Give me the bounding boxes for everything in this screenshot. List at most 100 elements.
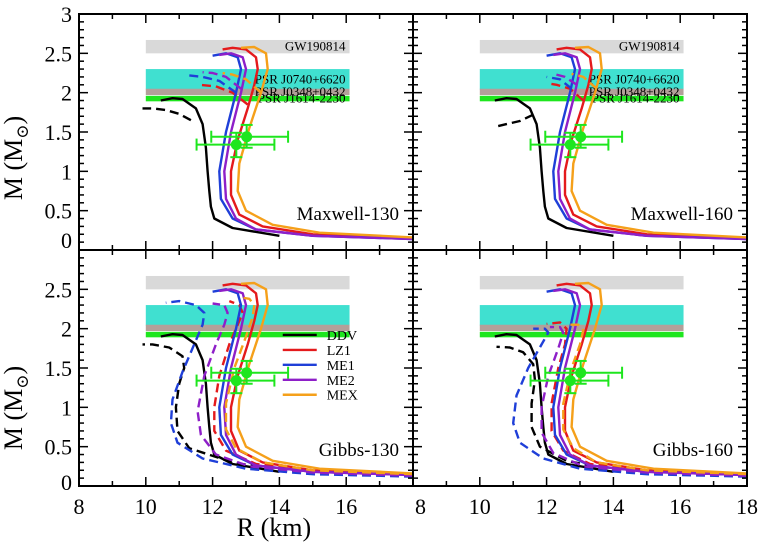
y-axis-label-close: ) <box>0 116 28 125</box>
x-tick-label-left: 10 <box>135 494 157 519</box>
x-tick-label-left: 12 <box>202 494 224 519</box>
panel-gibbs-130 <box>142 275 413 478</box>
y-axis-label-sub: ⊙ <box>13 125 32 139</box>
curve-ddv-dashed <box>142 107 192 122</box>
x-tick-label-left: 8 <box>74 494 85 519</box>
curve-ddv-solid <box>494 333 614 473</box>
band-label-psr-j0740-6620: PSR J0740+6620 <box>255 71 346 86</box>
band-psr-j0740-6620 <box>479 69 684 90</box>
nicer-point-0 <box>230 139 242 151</box>
curve-mex-dashed <box>562 323 747 476</box>
legend-label-mex: MEX <box>327 389 358 404</box>
curve-mex-solid <box>570 45 747 239</box>
nicer-point-0 <box>564 139 576 151</box>
band-psr-j0348-0432 <box>145 324 350 332</box>
band-psr-j0740-6620 <box>145 305 350 326</box>
panel-label-maxwell-160: Maxwell-160 <box>631 204 733 225</box>
y-tick-label-bottom: 2.5 <box>45 277 73 302</box>
nicer-point-0 <box>564 375 576 387</box>
band-psr-j0740-6620 <box>479 305 684 326</box>
y-tick-label-top: 0 <box>61 228 72 253</box>
band-psr-j0348-0432 <box>145 88 350 96</box>
curve-me2-solid <box>219 288 413 477</box>
chart-frame <box>78 13 748 487</box>
curve-lz1-dashed <box>199 83 249 106</box>
band-psr-j0348-0432 <box>479 88 684 96</box>
x-tick-label-right: 16 <box>669 494 691 519</box>
curve-me2-dashed <box>540 325 747 477</box>
y-tick-label-bottom: 0.5 <box>45 435 73 460</box>
legend-label-me1: ME1 <box>327 359 355 374</box>
legend-label-ddv: DDV <box>327 329 357 344</box>
y-tick-label-top: 2.5 <box>45 41 73 66</box>
y-tick-label-bottom: 1 <box>61 395 72 420</box>
nicer-point-1 <box>575 131 587 143</box>
panel-label-maxwell-130: Maxwell-130 <box>297 204 399 225</box>
curve-mex-dashed <box>224 296 413 476</box>
curve-mex-solid <box>570 281 747 475</box>
panel-gibbs-160 <box>479 275 747 478</box>
nicer-point-1 <box>241 131 253 143</box>
curve-ddv-dashed <box>496 345 747 477</box>
curve-mex-solid <box>236 281 413 475</box>
legend-label-me2: ME2 <box>327 374 355 389</box>
curve-me1-dashed <box>546 75 573 90</box>
curve-lz1-dashed <box>546 82 585 102</box>
y-axis-label-bottom-sub: ⊙ <box>13 375 32 389</box>
curve-mex-solid <box>236 45 413 239</box>
band-psr-j0348-0432 <box>479 324 684 332</box>
curve-me1-dashed <box>189 74 237 94</box>
x-tick-label-right: 12 <box>536 494 558 519</box>
y-tick-label-top: 1.5 <box>45 120 73 145</box>
band-label-psr-j0348-0432: PSR J0348+0432 <box>589 84 680 99</box>
curve-me1-dashed <box>512 327 747 478</box>
curve-me2-dashed <box>552 72 578 86</box>
curve-ddv-dashed <box>496 113 534 128</box>
curve-me2-solid <box>553 288 747 477</box>
curve-me2-solid <box>553 52 747 241</box>
curve-mex-dashed <box>571 72 598 90</box>
band-label-psr-j0348-0432: PSR J0348+0432 <box>255 84 346 99</box>
y-tick-label-top: 3 <box>61 2 72 27</box>
x-tick-label-right: 14 <box>602 494 624 519</box>
y-tick-label-bottom: 2 <box>61 317 72 342</box>
legend-label-lz1: LZ1 <box>327 344 351 359</box>
band-psr-j1614-2230 <box>145 95 350 102</box>
x-tick-label-right: 8 <box>415 494 426 519</box>
curve-ddv-solid <box>494 97 614 237</box>
y-axis-label-bottom-main: M (M <box>0 389 28 450</box>
y-axis-label-bottom-close: ) <box>0 366 28 375</box>
y-tick-label-top: 2 <box>61 81 72 106</box>
x-tick-label-left: 16 <box>335 494 357 519</box>
y-axis-label-main: M (M <box>0 139 28 200</box>
y-tick-label-bottom: 0 <box>61 470 72 495</box>
band-label-psr-j1614-2230: PSR J1614-2230 <box>592 91 680 106</box>
curve-me2-dashed <box>196 302 413 477</box>
band-label-gw190814: GW190814 <box>285 39 346 54</box>
x-axis-label: R (km) <box>237 513 311 542</box>
y-axis-label: M (M⊙) <box>0 116 32 200</box>
curve-lz1-dashed <box>213 299 413 477</box>
y-axis-label-bottom: M (M⊙) <box>0 366 32 450</box>
y-tick-label-bottom: 1.5 <box>45 356 73 381</box>
curve-me2-solid <box>219 52 413 241</box>
nicer-point-1 <box>241 367 253 379</box>
y-tick-label-top: 1 <box>61 159 72 184</box>
y-tick-label-top: 0.5 <box>45 199 73 224</box>
x-tick-label-right: 18 <box>736 494 758 519</box>
band-label-gw190814: GW190814 <box>619 39 680 54</box>
band-label-psr-j1614-2230: PSR J1614-2230 <box>258 91 346 106</box>
band-label-psr-j0740-6620: PSR J0740+6620 <box>589 71 680 86</box>
panel-label-gibbs-160: Gibbs-160 <box>653 440 733 461</box>
tick-labels: 8 10 12 14 16 8 10 12 14 16 18 0 0.5 1 1.5 2 2.5 3 0 0.5 1 1.… <box>45 2 759 519</box>
x-tick-label-left: 14 <box>268 494 290 519</box>
panel-label-gibbs-130: Gibbs-130 <box>319 440 399 461</box>
curve-me1-dashed <box>165 299 413 478</box>
nicer-point-0 <box>230 375 242 387</box>
curve-ddv-solid <box>160 97 280 237</box>
x-tick-label-right: 10 <box>469 494 491 519</box>
